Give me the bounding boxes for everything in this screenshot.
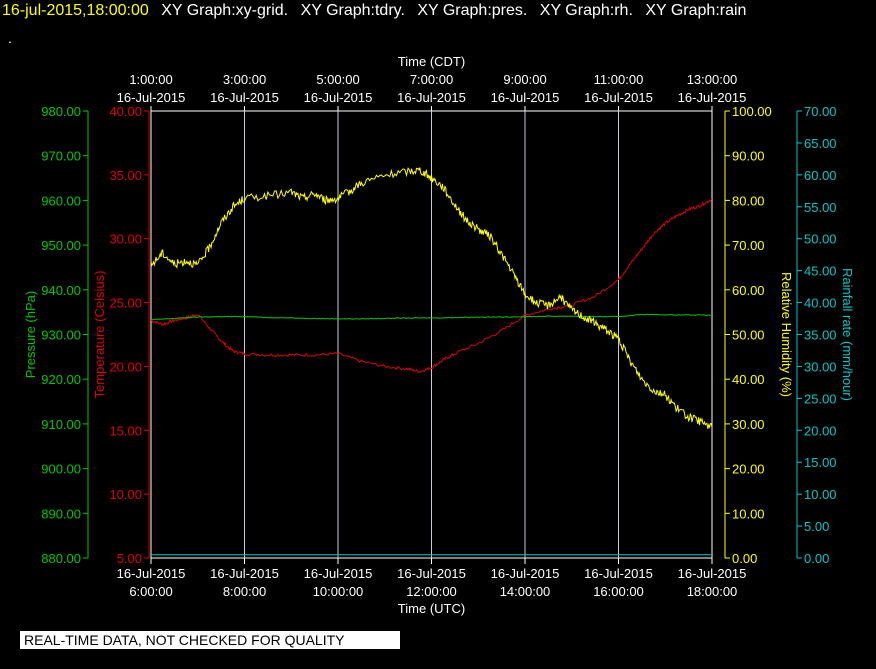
graph-title-pres: XY Graph:pres. xyxy=(417,2,528,19)
rain-tick-label-10: 50.00 xyxy=(804,232,837,247)
humidity-tick-label-9: 90.00 xyxy=(732,149,765,164)
pressure-tick-label-4: 920.00 xyxy=(41,372,81,387)
humidity-tick-label-1: 10.00 xyxy=(732,506,765,521)
humidity-tick-label-6: 60.00 xyxy=(732,283,765,298)
graph-title-rh: XY Graph:rh. xyxy=(539,2,633,19)
x-top-tick-time-1: 3:00:00 xyxy=(223,72,266,87)
x-top-tick-date-1: 16-Jul-2015 xyxy=(210,90,279,105)
rain-tick-label-1: 5.00 xyxy=(804,519,829,534)
x-top-axis-label: Time (CDT) xyxy=(398,54,465,69)
x-bottom-tick-date-0: 16-Jul-2015 xyxy=(117,566,186,581)
x-top-tick-date-5: 16-Jul-2015 xyxy=(584,90,653,105)
graph-title-tdry: XY Graph:tdry. xyxy=(300,2,405,19)
x-bottom-tick-time-5: 16:00:00 xyxy=(593,584,644,599)
quality-disclaimer: REAL-TIME DATA, NOT CHECKED FOR QUALITY xyxy=(20,631,400,649)
rain-tick-label-11: 55.00 xyxy=(804,200,837,215)
timestamp: 16-jul-2015,18:00:00 xyxy=(2,2,149,19)
x-top-tick-time-4: 9:00:00 xyxy=(503,72,546,87)
rain-tick-label-14: 70.00 xyxy=(804,104,837,119)
series-pres xyxy=(150,313,713,321)
pressure-tick-label-2: 900.00 xyxy=(41,462,81,477)
pressure-tick-label-8: 960.00 xyxy=(41,193,81,208)
pressure-tick-label-0: 880.00 xyxy=(41,551,81,566)
humidity-tick-label-5: 50.00 xyxy=(732,328,765,343)
temperature-tick-label-4: 25.00 xyxy=(109,296,142,311)
rain-axis-label: Rainfall rate (mm/hour) xyxy=(840,268,855,401)
series-tdry xyxy=(151,198,713,373)
rain-tick-label-2: 10.00 xyxy=(804,487,837,502)
humidity-axis-label: Relative Humidity (%) xyxy=(779,272,794,397)
x-bottom-tick-time-6: 18:00:00 xyxy=(687,584,738,599)
x-bottom-tick-time-4: 14:00:00 xyxy=(500,584,551,599)
series-rh xyxy=(150,167,713,430)
temperature-tick-label-0: 5.00 xyxy=(117,551,142,566)
graph-title-bar: 16-jul-2015,18:00:00 XY Graph:xy-grid. X… xyxy=(0,2,876,26)
rain-tick-label-5: 25.00 xyxy=(804,391,837,406)
x-bottom-tick-time-2: 10:00:00 xyxy=(313,584,364,599)
rain-tick-label-0: 0.00 xyxy=(804,551,829,566)
temperature-axis-label: Temperature (Celsius) xyxy=(92,271,107,399)
rain-tick-label-13: 65.00 xyxy=(804,136,837,151)
temperature-tick-label-5: 30.00 xyxy=(109,232,142,247)
pressure-tick-label-10: 980.00 xyxy=(41,104,81,119)
x-top-tick-time-3: 7:00:00 xyxy=(410,72,453,87)
x-bottom-tick-time-1: 8:00:00 xyxy=(223,584,266,599)
rain-tick-label-6: 30.00 xyxy=(804,359,837,374)
pressure-tick-label-3: 910.00 xyxy=(41,417,81,432)
x-bottom-axis-label: Time (UTC) xyxy=(398,601,465,616)
x-top-tick-date-3: 16-Jul-2015 xyxy=(397,90,466,105)
x-bottom-tick-date-3: 16-Jul-2015 xyxy=(397,566,466,581)
header-second-line: . xyxy=(8,30,12,46)
pressure-axis-label: Pressure (hPa) xyxy=(23,291,38,378)
temperature-tick-label-6: 35.00 xyxy=(109,168,142,183)
humidity-tick-label-8: 80.00 xyxy=(732,193,765,208)
temperature-tick-label-7: 40.00 xyxy=(109,104,142,119)
humidity-tick-label-7: 70.00 xyxy=(732,238,765,253)
x-top-tick-date-2: 16-Jul-2015 xyxy=(304,90,373,105)
x-bottom-tick-date-4: 16-Jul-2015 xyxy=(491,566,560,581)
x-bottom-tick-date-2: 16-Jul-2015 xyxy=(304,566,373,581)
temperature-tick-label-2: 15.00 xyxy=(109,423,142,438)
rain-tick-label-7: 35.00 xyxy=(804,328,837,343)
rain-tick-label-8: 40.00 xyxy=(804,296,837,311)
x-bottom-tick-time-3: 12:00:00 xyxy=(406,584,457,599)
x-top-tick-date-4: 16-Jul-2015 xyxy=(491,90,560,105)
x-bottom-tick-date-5: 16-Jul-2015 xyxy=(584,566,653,581)
x-top-tick-time-2: 5:00:00 xyxy=(316,72,359,87)
rain-tick-label-3: 15.00 xyxy=(804,455,837,470)
pressure-tick-label-6: 940.00 xyxy=(41,283,81,298)
humidity-tick-label-3: 30.00 xyxy=(732,417,765,432)
rain-tick-label-9: 45.00 xyxy=(804,264,837,279)
x-top-tick-time-5: 11:00:00 xyxy=(594,72,644,87)
x-bottom-tick-date-1: 16-Jul-2015 xyxy=(210,566,279,581)
humidity-tick-label-2: 20.00 xyxy=(732,462,765,477)
rain-tick-label-12: 60.00 xyxy=(804,168,837,183)
x-top-tick-time-0: 1:00:00 xyxy=(129,72,172,87)
graph-title-rain: XY Graph:rain xyxy=(645,2,747,19)
rain-tick-label-4: 20.00 xyxy=(804,423,837,438)
pressure-tick-label-9: 970.00 xyxy=(41,149,81,164)
x-top-tick-time-6: 13:00:00 xyxy=(687,72,738,87)
pressure-tick-label-1: 890.00 xyxy=(41,506,81,521)
pressure-tick-label-7: 950.00 xyxy=(41,238,81,253)
temperature-tick-label-3: 20.00 xyxy=(109,359,142,374)
pressure-tick-label-5: 930.00 xyxy=(41,328,81,343)
humidity-tick-label-10: 100.00 xyxy=(732,104,772,119)
x-top-tick-date-0: 16-Jul-2015 xyxy=(117,90,186,105)
x-top-tick-date-6: 16-Jul-2015 xyxy=(678,90,747,105)
graph-title-xy-grid: XY Graph:xy-grid. xyxy=(161,2,289,19)
x-bottom-tick-date-6: 16-Jul-2015 xyxy=(678,566,747,581)
x-bottom-tick-time-0: 6:00:00 xyxy=(129,584,172,599)
temperature-tick-label-1: 10.00 xyxy=(109,487,142,502)
humidity-tick-label-0: 0.00 xyxy=(732,551,757,566)
humidity-tick-label-4: 40.00 xyxy=(732,372,765,387)
